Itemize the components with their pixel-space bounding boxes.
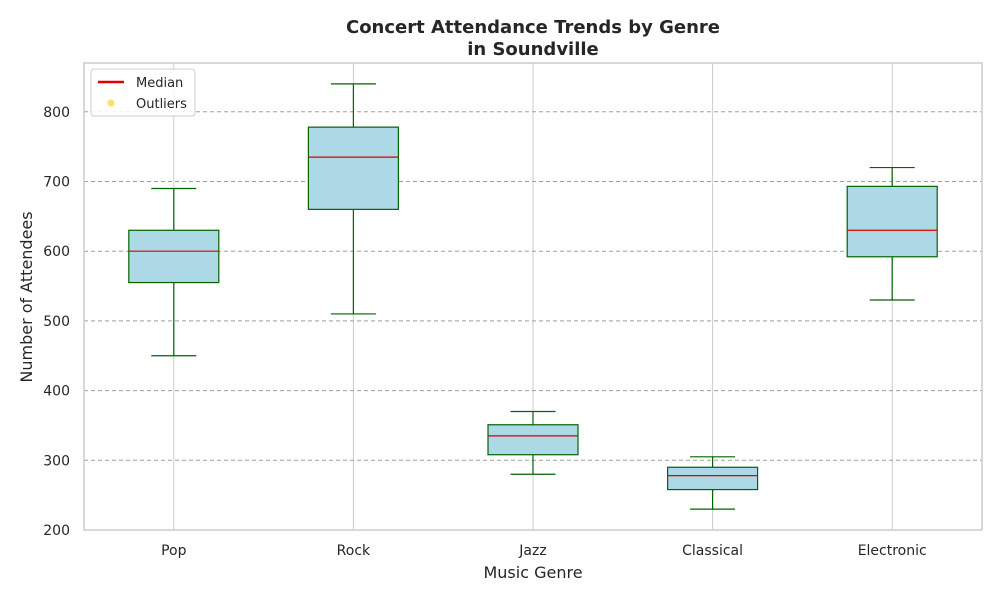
tick-labels: 200 300 400 500 600 700 800 Pop Rock Jazz Classica… — [43, 105, 926, 559]
legend-median-label: Median — [136, 76, 183, 91]
plot-frame — [83, 62, 983, 531]
box-iqr — [846, 185, 938, 258]
y-tick-label: 200 — [43, 523, 70, 539]
x-tick-label: Jazz — [518, 543, 546, 559]
box-rock — [307, 83, 399, 315]
x-tick-label: Rock — [337, 543, 371, 559]
box-iqr — [666, 466, 759, 491]
x-axis-label: Music Genre — [483, 563, 582, 582]
y-tick-label: 600 — [43, 244, 70, 260]
chart-title-line-2: in Soundville — [467, 39, 599, 60]
legend: Median Outliers — [90, 68, 196, 117]
box-pop — [128, 187, 220, 357]
y-axis-label: Number of Attendees — [17, 211, 36, 382]
x-tick-label: Electronic — [858, 543, 927, 559]
x-tick-label: Classical — [682, 543, 743, 559]
box-classical — [666, 456, 759, 510]
legend-outliers-swatch — [107, 99, 115, 107]
chart-title-line-1: Concert Attendance Trends by Genre — [346, 17, 720, 38]
legend-outliers-label: Outliers — [136, 97, 187, 112]
y-tick-label: 500 — [43, 314, 70, 330]
y-tick-label: 700 — [43, 174, 70, 190]
box-iqr — [307, 126, 399, 210]
x-tick-label: Pop — [161, 543, 187, 559]
box-jazz — [487, 410, 579, 475]
y-tick-label: 400 — [43, 384, 70, 400]
box-electronic — [846, 166, 938, 301]
y-tick-label: 800 — [43, 105, 70, 121]
box-iqr — [128, 229, 220, 284]
box-iqr — [487, 424, 579, 456]
boxes — [128, 83, 938, 510]
y-tick-label: 300 — [43, 453, 70, 469]
